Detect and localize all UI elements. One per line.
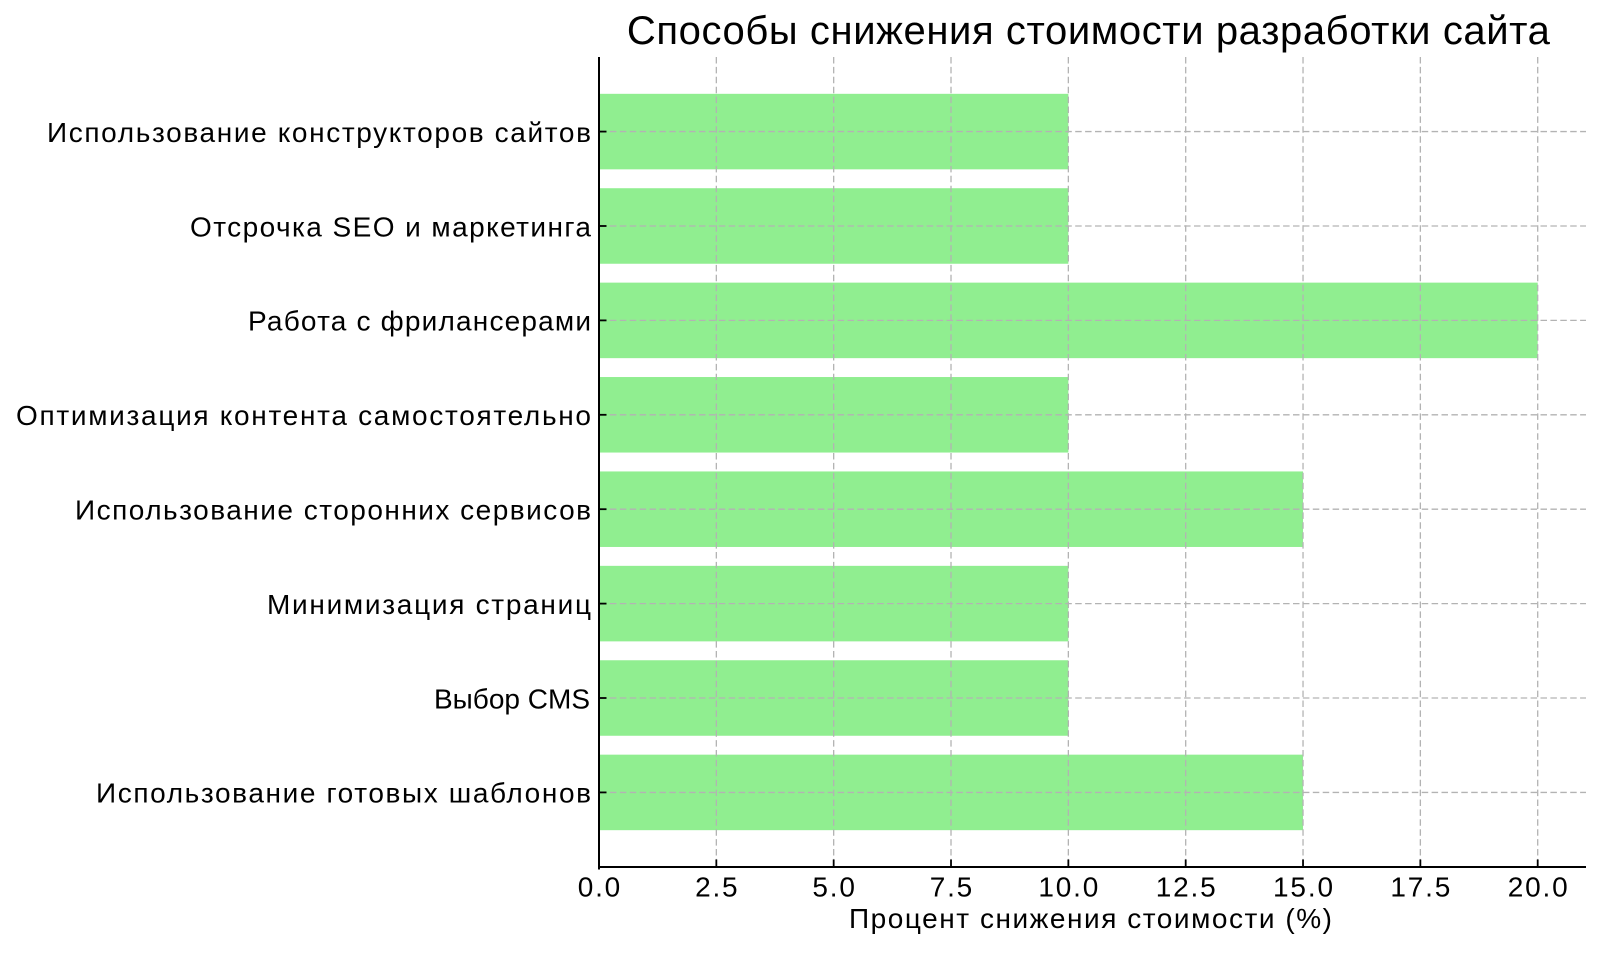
svg-text:0.0: 0.0 [578, 871, 621, 902]
svg-text:10.0: 10.0 [1038, 871, 1098, 902]
svg-text:7.5: 7.5 [930, 871, 973, 902]
svg-text:12.5: 12.5 [1156, 871, 1216, 902]
svg-text:Использование готовых шаблонов: Использование готовых шаблонов [96, 778, 591, 809]
svg-text:Минимизация страниц: Минимизация страниц [267, 589, 591, 620]
svg-text:2.5: 2.5 [695, 871, 738, 902]
svg-text:15.0: 15.0 [1273, 871, 1333, 902]
svg-text:Работа с фрилансерами: Работа с фрилансерами [248, 306, 591, 337]
svg-text:20.0: 20.0 [1508, 871, 1568, 902]
svg-text:Использование сторонних сервис: Использование сторонних сервисов [75, 495, 591, 526]
svg-text:Процент снижения стоимости (%): Процент снижения стоимости (%) [849, 903, 1332, 934]
svg-text:17.5: 17.5 [1390, 871, 1450, 902]
svg-text:Использование конструкторов са: Использование конструкторов сайтов [47, 117, 591, 148]
svg-text:Способы снижения стоимости раз: Способы снижения стоимости разработки са… [627, 9, 1551, 53]
svg-text:Оптимизация контента самостоят: Оптимизация контента самостоятельно [16, 400, 591, 431]
svg-text:Выбор CMS: Выбор CMS [434, 683, 590, 714]
svg-text:5.0: 5.0 [812, 871, 855, 902]
svg-text:Отсрочка SEO и маркетинга: Отсрочка SEO и маркетинга [190, 211, 591, 242]
